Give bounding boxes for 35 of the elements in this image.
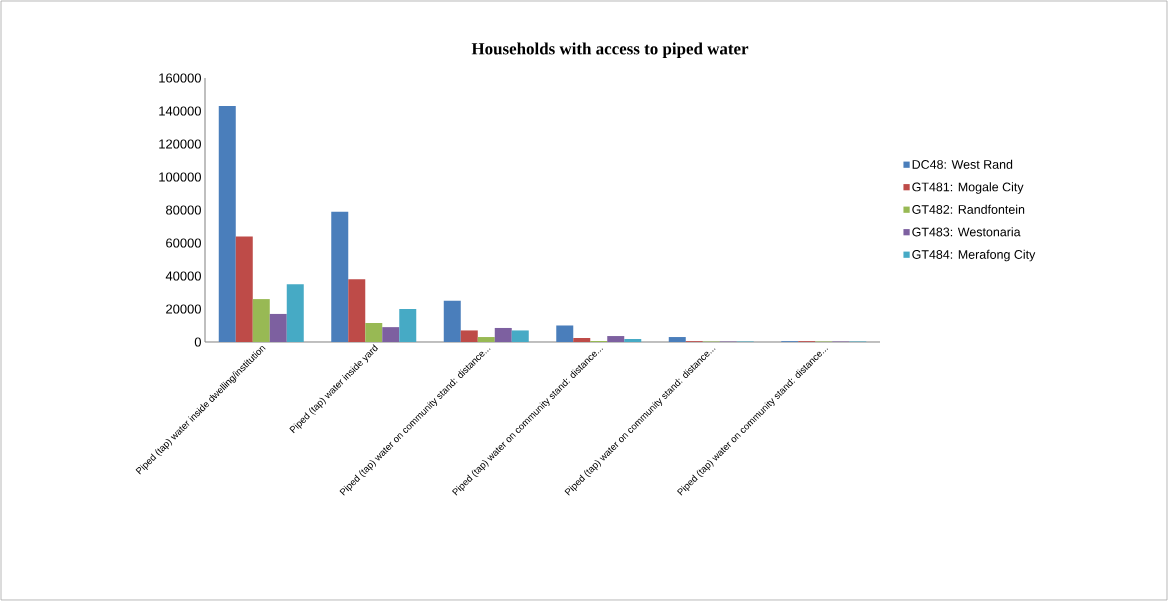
legend-label: DC48: West Rand (912, 159, 1013, 169)
legend-label: GT483: Westonaria (912, 227, 1021, 237)
legend-label: GT482: Randfontein (912, 204, 1025, 214)
y-tick-label: 100000 (159, 172, 201, 182)
bar (269, 313, 287, 342)
bar (624, 339, 642, 342)
y-tick-label: 60000 (166, 238, 201, 248)
y-tick-label: 0 (194, 337, 201, 347)
bar (460, 330, 478, 342)
legend-label: GT481: Mogale City (912, 182, 1024, 194)
bar (331, 211, 349, 342)
bar (607, 336, 625, 342)
y-tick-label: 160000 (159, 73, 201, 83)
bar (494, 327, 512, 342)
bar (252, 299, 270, 342)
y-tick-label: 120000 (159, 139, 201, 149)
bar (382, 327, 400, 342)
bar (286, 284, 304, 342)
y-tick-label: 40000 (165, 271, 201, 281)
bar (477, 337, 495, 342)
bar (573, 338, 591, 342)
bar (556, 325, 574, 342)
legend-label: GT484: Merafong City (912, 249, 1036, 262)
bar (443, 300, 461, 342)
y-tick-label: 80000 (166, 205, 201, 215)
bar (668, 337, 686, 342)
bar (348, 279, 366, 342)
bar (365, 323, 383, 342)
bar (511, 330, 529, 342)
bar (235, 236, 253, 342)
y-tick-label: 140000 (159, 106, 201, 116)
bar (218, 106, 236, 342)
y-tick-label: 20000 (166, 304, 201, 314)
chart-title: Households with access to piped water (471, 42, 749, 58)
bar (399, 308, 417, 342)
